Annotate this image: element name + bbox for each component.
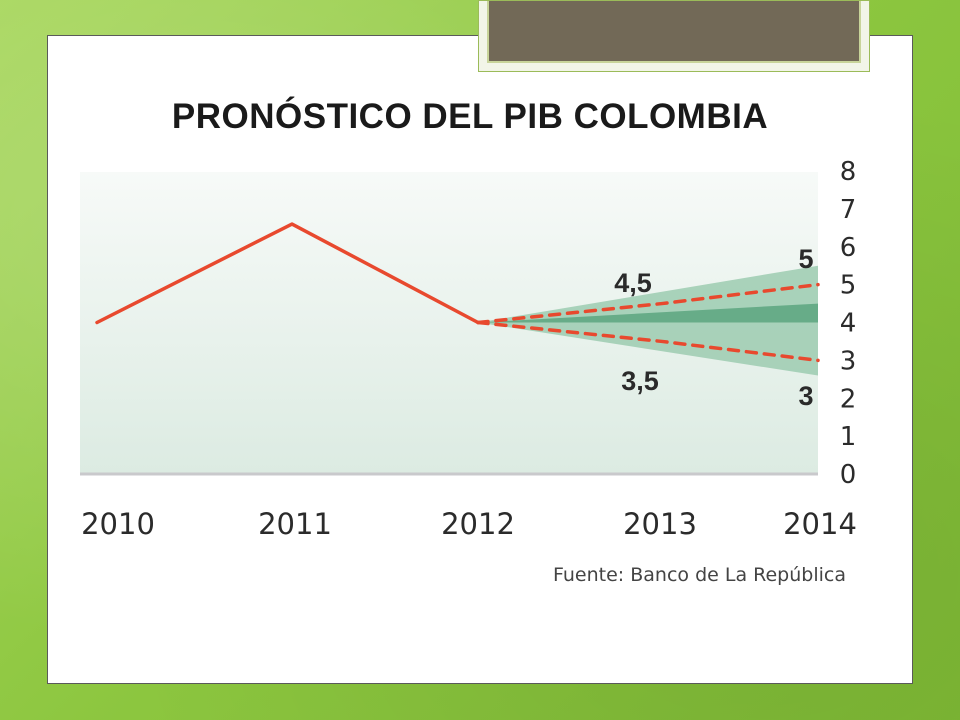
data-label: 4,5 xyxy=(614,268,652,298)
slide-title: PRONÓSTICO DEL PIB COLOMBIA xyxy=(171,97,769,136)
y-tick-label: 8 xyxy=(840,157,857,187)
x-tick-label: 2010 xyxy=(81,507,155,541)
decorative-tab xyxy=(478,0,870,72)
y-tick-label: 4 xyxy=(840,309,857,339)
y-tick-label: 5 xyxy=(840,271,857,301)
x-tick-label: 2014 xyxy=(783,507,857,541)
y-tick-label: 3 xyxy=(840,346,857,376)
x-tick-label: 2012 xyxy=(441,507,515,541)
decorative-tab-inner xyxy=(487,1,861,63)
y-tick-label: 0 xyxy=(840,460,857,490)
data-label: 3 xyxy=(798,381,813,411)
series-line-3 xyxy=(476,320,820,363)
data-label: 3,5 xyxy=(621,366,659,396)
x-tick-label: 2011 xyxy=(258,507,332,541)
series-line-2 xyxy=(476,282,820,325)
source-note: Fuente: Banco de La República xyxy=(553,564,846,586)
forecast-band-inner xyxy=(478,303,818,323)
y-tick-label: 1 xyxy=(840,422,857,452)
y-tick-label: 6 xyxy=(840,233,857,263)
data-label: 5 xyxy=(798,244,813,274)
y-tick-label: 2 xyxy=(840,384,857,414)
series-line-1 xyxy=(95,222,480,325)
y-tick-label: 7 xyxy=(840,195,857,225)
x-tick-label: 2013 xyxy=(623,507,697,541)
